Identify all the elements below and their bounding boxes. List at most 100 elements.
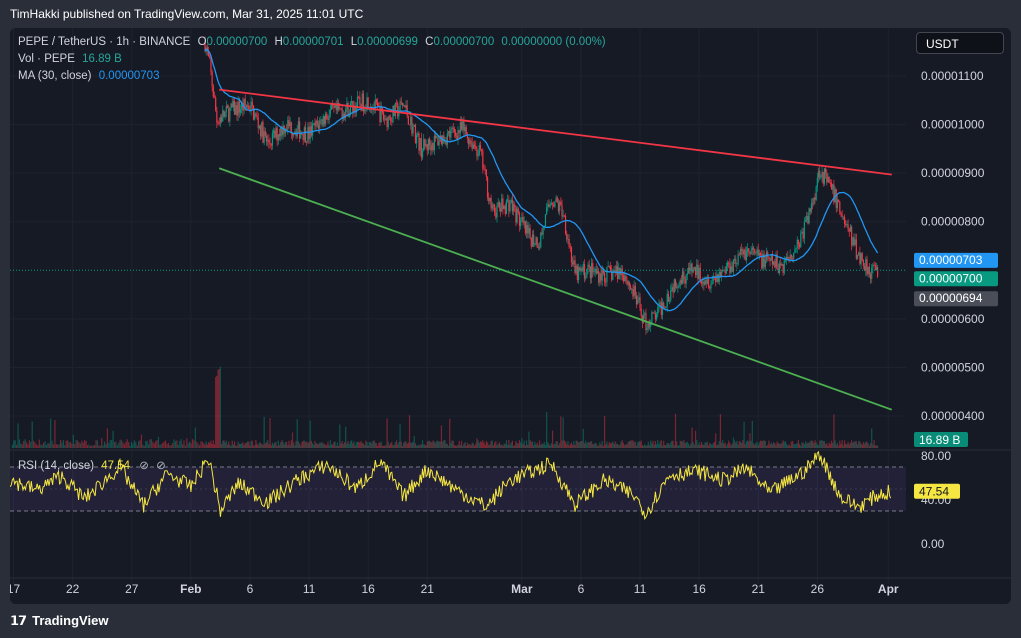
candle-body bbox=[873, 264, 875, 266]
volume-bar bbox=[362, 443, 365, 448]
volume-label[interactable]: Vol · PEPE bbox=[18, 53, 75, 65]
volume-bar bbox=[135, 442, 137, 448]
volume-bar bbox=[583, 443, 586, 448]
volume-bar bbox=[687, 443, 690, 448]
volume-bar bbox=[228, 441, 230, 448]
volume-bar bbox=[342, 444, 344, 448]
ma-line bbox=[204, 48, 879, 312]
volume-bar bbox=[258, 442, 261, 448]
volume-bar bbox=[444, 440, 446, 448]
volume-bar bbox=[722, 440, 724, 448]
candle-body bbox=[538, 246, 541, 248]
rsi-label[interactable]: RSI (14, close) bbox=[18, 460, 95, 472]
volume-bar bbox=[560, 416, 562, 448]
candle-body bbox=[787, 256, 789, 259]
symbol-name[interactable]: PEPE / TetherUS · 1h · BINANCE bbox=[18, 36, 191, 48]
candle-body bbox=[599, 273, 601, 283]
volume-bar bbox=[199, 445, 201, 448]
candle-body bbox=[742, 251, 744, 255]
volume-bar bbox=[703, 444, 705, 448]
price-label-text: 0.00000703 bbox=[919, 253, 983, 267]
candle-body bbox=[576, 265, 578, 281]
candle-body bbox=[394, 103, 396, 117]
currency-selector[interactable]: USDT bbox=[916, 32, 1004, 54]
candle-body bbox=[763, 253, 765, 267]
volume-bar bbox=[369, 441, 372, 448]
volume-bar bbox=[288, 440, 290, 448]
candle-body bbox=[577, 267, 580, 281]
candle-body bbox=[306, 141, 308, 143]
volume-bar bbox=[109, 440, 111, 448]
volume-bar bbox=[30, 441, 32, 448]
volume-bar bbox=[306, 441, 308, 448]
volume-bar bbox=[235, 445, 237, 448]
rsi-line bbox=[10, 450, 892, 521]
volume-bar bbox=[706, 441, 709, 448]
candle-body bbox=[314, 123, 316, 127]
candle-body bbox=[775, 254, 777, 268]
volume-bar bbox=[340, 443, 342, 448]
candle-body bbox=[223, 110, 225, 117]
volume-bar bbox=[758, 442, 761, 448]
volume-label-text: 16.89 B bbox=[919, 433, 960, 447]
volume-bar bbox=[807, 442, 809, 448]
visibility-icon[interactable]: ⊘ bbox=[139, 460, 149, 472]
volume-bar bbox=[54, 420, 56, 448]
volume-bar bbox=[601, 440, 603, 448]
candle-body bbox=[244, 99, 246, 106]
volume-bar bbox=[259, 442, 262, 448]
volume-bar bbox=[585, 440, 587, 448]
volume-bar bbox=[815, 442, 817, 448]
volume-bar bbox=[875, 445, 878, 448]
candle-body bbox=[332, 104, 334, 106]
candle-body bbox=[546, 207, 548, 215]
candle-body bbox=[416, 135, 418, 144]
volume-bar bbox=[754, 444, 756, 448]
candle-body bbox=[404, 105, 406, 108]
candle-body bbox=[397, 103, 399, 117]
volume-bar bbox=[473, 445, 476, 448]
candle-body bbox=[533, 234, 535, 245]
volume-bar bbox=[496, 445, 498, 448]
candle-body bbox=[566, 233, 568, 240]
ma-label[interactable]: MA (30, close) bbox=[18, 70, 92, 82]
volume-bar bbox=[711, 445, 713, 448]
volume-bar bbox=[103, 441, 106, 448]
volume-bar bbox=[855, 441, 857, 448]
volume-bar bbox=[679, 440, 681, 448]
candle-body bbox=[724, 270, 726, 274]
candle-body bbox=[650, 323, 652, 327]
candle-body bbox=[330, 104, 333, 110]
volume-bar bbox=[562, 417, 564, 448]
volume-bar bbox=[398, 441, 400, 448]
volume-bar bbox=[163, 441, 165, 448]
volume-bar bbox=[854, 441, 856, 448]
candle-body bbox=[605, 281, 607, 283]
volume-bar bbox=[427, 440, 430, 448]
volume-bar bbox=[736, 440, 738, 448]
settings-icon[interactable]: ⊘ bbox=[156, 460, 166, 472]
volume-bar bbox=[88, 444, 90, 448]
candle-body bbox=[299, 121, 301, 139]
volume-bar bbox=[830, 440, 833, 448]
candle-body bbox=[563, 215, 565, 217]
time-tick-label: 11 bbox=[303, 582, 316, 596]
volume-bar bbox=[190, 443, 192, 448]
volume-bar bbox=[166, 443, 168, 448]
chart-canvas[interactable]: 0.00001100 0.00001000 0.00000900 0.00000800… bbox=[10, 28, 1011, 604]
candle-body bbox=[574, 260, 576, 274]
chart-panel[interactable]: 0.00001100 0.00001000 0.00000900 0.00000800… bbox=[10, 28, 1011, 604]
volume-bar bbox=[547, 442, 549, 448]
candle-body bbox=[232, 101, 235, 108]
volume-bar bbox=[33, 440, 35, 448]
volume-bar bbox=[794, 444, 796, 448]
candle-body bbox=[407, 115, 409, 125]
volume-bar bbox=[806, 443, 808, 448]
volume-bar bbox=[434, 442, 437, 448]
candle-body bbox=[745, 251, 748, 260]
candle-body bbox=[587, 264, 589, 269]
tradingview-logo[interactable]: 𝟭𝟳 TradingView bbox=[10, 613, 108, 629]
candle-body bbox=[316, 120, 318, 125]
volume-bar bbox=[612, 441, 614, 448]
rsi-tick-label: 0.00 bbox=[921, 537, 945, 551]
